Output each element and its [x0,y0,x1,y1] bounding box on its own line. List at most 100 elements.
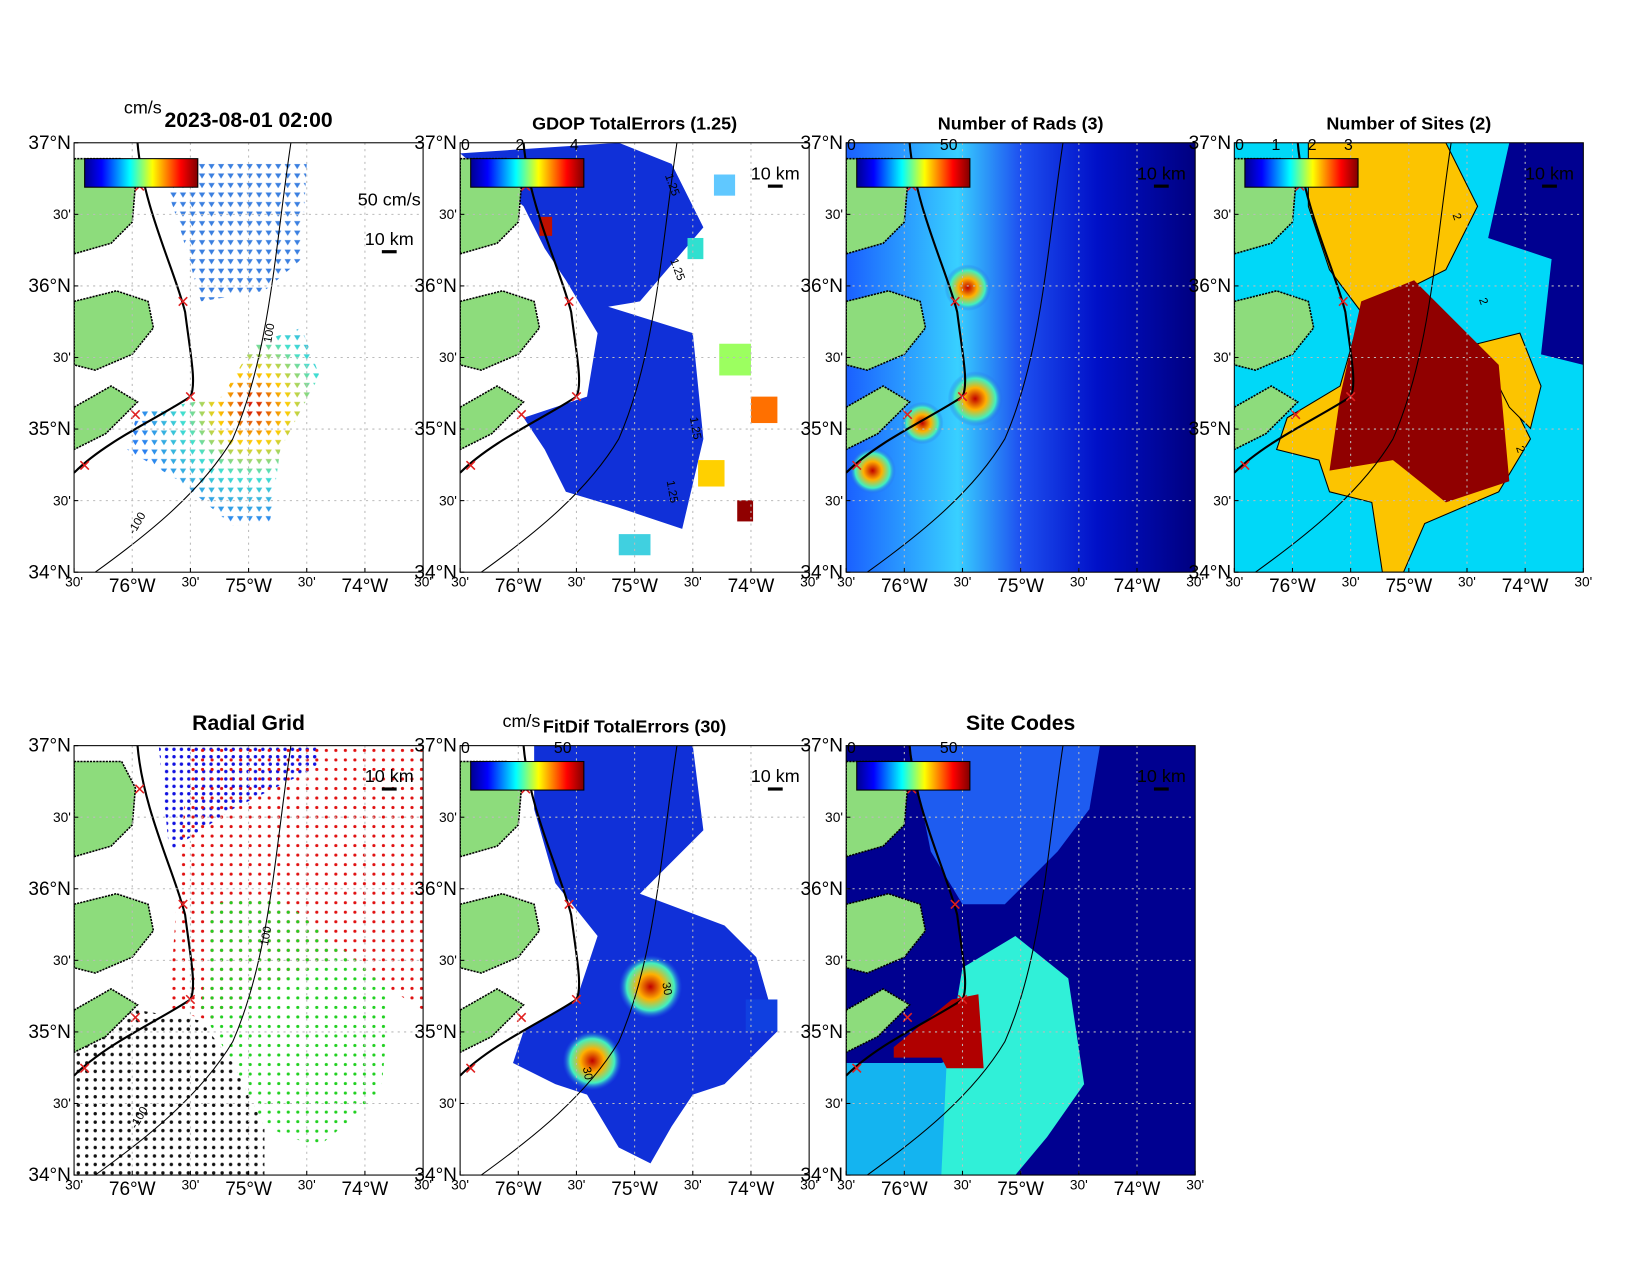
x-tick-label: 30' [684,1177,702,1192]
scale-label: 10 km [365,229,414,249]
y-tick-label: 35°N [414,1022,456,1043]
contour-label: 100 [261,322,277,344]
colorbar-tick-label: 0 [1235,137,1244,154]
axes-frame [73,745,424,1176]
colorbar-tick-label: 50 [554,740,572,757]
x-tick-label: 30' [567,1177,585,1192]
axes-frame [1233,142,1584,573]
y-tick-label: 36°N [1189,276,1232,297]
x-tick-label: 30' [65,1177,83,1192]
x-tick-label: 75°W [1385,576,1432,597]
x-tick-label: 30' [298,574,316,589]
x-tick-label: 30' [1458,574,1476,589]
y-tick-label: 30' [53,207,71,222]
contour-label: 2 [1476,296,1490,307]
x-tick-label: 30' [567,574,585,589]
x-tick-label: 30' [1186,1177,1204,1192]
colorbar-tick-label: 4 [570,137,579,154]
y-tick-label: 37°N [800,736,843,757]
x-tick-label: 74°W [1114,1179,1161,1200]
scale-label: 10 km [751,163,800,183]
colorbar-label: cm/s [502,711,540,731]
colorbar [470,760,585,791]
x-tick-label: 30' [451,1177,469,1192]
y-tick-label: 30' [439,350,457,365]
colorbar-tick-label: 0 [461,137,470,154]
x-tick-label: 76°W [1269,576,1316,597]
scale-label: 10 km [1137,163,1186,183]
x-tick-label: 30' [837,574,855,589]
x-tick-label: 76°W [109,576,156,597]
y-tick-label: 35°N [28,419,71,440]
colorbar [1244,158,1359,188]
fitdif-map [460,745,778,1176]
scale-label: 10 km [365,766,414,786]
x-tick-label: 76°W [881,576,928,597]
colorbar [84,158,199,188]
y-tick-label: 30' [1213,207,1231,222]
colorbar-tick-label: 50 [940,740,958,757]
y-tick-label: 30' [825,350,843,365]
y-tick-label: 37°N [414,736,456,757]
x-tick-label: 75°W [997,1179,1044,1200]
y-tick-label: 35°N [800,1022,843,1043]
colorbar-label: cm/s [124,98,162,118]
y-tick-label: 34°N [800,562,843,583]
y-tick-label: 30' [53,350,71,365]
y-tick-label: 30' [53,953,71,968]
y-tick-label: 30' [439,493,457,508]
y-tick-label: 30' [439,207,457,222]
x-tick-label: 30' [1186,574,1204,589]
contour-label: 1.25 [667,257,687,283]
y-tick-label: 30' [439,953,457,968]
panel-title: Number of Sites (2) [1326,114,1491,134]
x-tick-label: 74°W [1114,576,1161,597]
y-tick-label: 36°N [800,276,843,297]
colorbar-tick-label: 0 [847,740,856,757]
x-tick-label: 30' [837,1177,855,1192]
y-tick-label: 30' [825,493,843,508]
axes-frame [459,142,810,573]
y-tick-label: 36°N [28,879,71,900]
y-tick-label: 36°N [28,276,71,297]
x-tick-label: 74°W [728,1179,775,1200]
contour-label: 30 [659,981,674,997]
y-tick-label: 30' [825,207,843,222]
y-tick-label: 30' [1213,350,1231,365]
y-tick-label: 37°N [28,736,71,757]
y-tick-label: 34°N [28,562,71,583]
panel-title: Number of Rads (3) [938,114,1104,134]
scale-label: 10 km [1137,766,1186,786]
x-tick-label: 30' [1070,1177,1088,1192]
x-tick-label: 75°W [225,1179,272,1200]
y-tick-label: 35°N [414,419,456,440]
sites-map [1234,142,1584,573]
y-tick-label: 37°N [1189,133,1232,154]
contour-label: 30 [580,1066,595,1082]
x-tick-label: 30' [451,574,469,589]
colorbar [470,158,585,188]
axes-frame [73,142,424,573]
y-tick-label: 37°N [28,133,71,154]
x-tick-label: 74°W [342,1179,389,1200]
colorbar-tick-label: 1 [1271,137,1280,154]
y-tick-label: 35°N [28,1022,71,1043]
y-tick-label: 35°N [1189,419,1232,440]
colorbar-tick-label: 2 [515,137,524,154]
x-tick-label: 74°W [1502,576,1549,597]
x-tick-label: 30' [800,574,818,589]
x-tick-label: 76°W [109,1179,156,1200]
y-tick-label: 30' [439,1096,457,1111]
y-tick-label: 35°N [800,419,843,440]
y-tick-label: 30' [53,810,71,825]
x-tick-label: 30' [1574,574,1592,589]
y-tick-label: 36°N [414,879,456,900]
colorbar [856,158,971,188]
contour-label: 2 [1450,211,1464,222]
contour-label: 1.25 [687,416,704,441]
panel-title: GDOP TotalErrors (1.25) [532,114,737,134]
x-tick-label: 30' [1342,574,1360,589]
colorbar-tick-label: 0 [847,137,856,154]
axes-frame [459,745,810,1176]
panel-title: FitDif TotalErrors (30) [543,716,726,736]
